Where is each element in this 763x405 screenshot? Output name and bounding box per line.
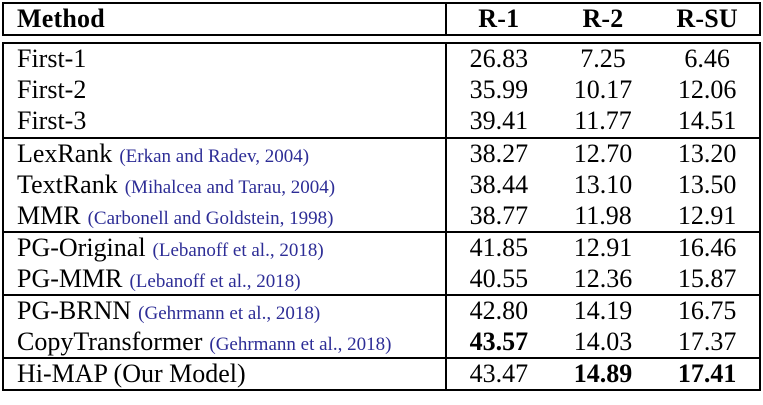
- method-cell: First-2: [3, 74, 447, 106]
- score-cell: 35.99: [469, 75, 529, 105]
- score-cell: 40.55: [469, 263, 529, 293]
- method-cell: CopyTransformer (Gehrmann et al., 2018): [3, 326, 447, 358]
- method-name: PG-Original: [17, 233, 146, 263]
- header-method: Method: [3, 3, 447, 35]
- score-cell: 14.19: [550, 294, 656, 327]
- table-row: LexRank (Erkan and Radev, 2004) 38.27 12.70…: [3, 136, 760, 169]
- citation-link[interactable]: (Mihalcea and Tarau, 2004): [124, 176, 336, 198]
- score-cell: 15.87: [677, 263, 737, 293]
- header-row: Method R-1 R-2 R-SU: [3, 3, 760, 35]
- score-cell: 43.57: [469, 326, 529, 356]
- table-row: First-1 26.83 7.25 6.46: [3, 43, 760, 75]
- results-table-rows: First-1 26.83 7.25 6.46 First-2 35.99 10.17 12.…: [2, 42, 761, 391]
- header-col-r2: R-2: [582, 4, 624, 33]
- table-row: Hi-MAP (Our Model) 43.47 14.89 17.41: [3, 357, 760, 390]
- table-row: PG-MMR (Lebanoff et al., 2018) 40.55 12.36 1…: [3, 263, 760, 295]
- citation-link[interactable]: (Gehrmann et al., 2018): [138, 303, 321, 325]
- score-cell: 38.44: [469, 169, 529, 199]
- score-cell: 39.41: [469, 106, 529, 136]
- table-row: CopyTransformer (Gehrmann et al., 2018) 43…: [3, 326, 760, 358]
- citation-link[interactable]: (Lebanoff et al., 2018): [129, 270, 301, 292]
- table-row: TextRank (Mihalcea and Tarau, 2004) 38.44 1…: [3, 169, 760, 201]
- score-cell: 26.83: [469, 44, 529, 74]
- score-cell: 7.25: [580, 44, 626, 74]
- results-table-header: Method R-1 R-2 R-SU: [2, 2, 761, 36]
- method-cell: First-3: [3, 106, 447, 138]
- score-cell: 14.51: [677, 106, 737, 136]
- score-cell: 17.37: [677, 326, 737, 356]
- score-cell: 13.20: [655, 136, 760, 169]
- method-cell: PG-MMR (Lebanoff et al., 2018): [3, 263, 447, 295]
- score-cell: 14.89: [550, 357, 656, 390]
- score-cell: 12.70: [550, 136, 656, 169]
- method-cell: MMR (Carbonell and Goldstein, 1998): [3, 200, 447, 232]
- method-cell: PG-Original (Lebanoff et al., 2018): [3, 231, 447, 264]
- method-name: PG-BRNN: [17, 296, 132, 326]
- method-name: CopyTransformer: [17, 326, 203, 356]
- citation-link[interactable]: (Carbonell and Goldstein, 1998): [87, 207, 334, 229]
- method-cell: TextRank (Mihalcea and Tarau, 2004): [3, 169, 447, 201]
- score-cell: 38.27: [446, 136, 551, 169]
- method-name: PG-MMR: [17, 263, 123, 293]
- score-cell: 12.36: [573, 263, 633, 293]
- table-body: First-1 26.83 7.25 6.46 First-2 35.99 10.17 12.…: [3, 43, 760, 390]
- score-cell: 6.46: [684, 44, 730, 74]
- score-cell: 11.98: [574, 200, 632, 230]
- table-row: First-2 35.99 10.17 12.06: [3, 74, 760, 106]
- citation-link[interactable]: (Gehrmann et al., 2018): [209, 333, 392, 355]
- table-row: First-3 39.41 11.77 14.51: [3, 106, 760, 138]
- citation-link[interactable]: (Erkan and Radev, 2004): [119, 145, 310, 167]
- score-cell: 11.77: [574, 106, 632, 136]
- score-cell: 16.46: [655, 231, 760, 264]
- results-table: Method R-1 R-2 R-SU First-1 26.83 7.25 6.46…: [2, 2, 761, 391]
- method-name: Hi-MAP (Our Model): [17, 358, 246, 388]
- score-cell: 41.85: [446, 231, 551, 264]
- score-cell: 12.91: [677, 200, 737, 230]
- citation-link[interactable]: (Lebanoff et al., 2018): [152, 240, 324, 262]
- score-cell: 43.47: [446, 357, 551, 390]
- score-cell: 12.91: [550, 231, 656, 264]
- score-cell: 14.03: [573, 326, 633, 356]
- method-name: First-3: [17, 106, 87, 136]
- method-name: MMR: [17, 200, 81, 230]
- table-row: PG-BRNN (Gehrmann et al., 2018) 42.80 14.19…: [3, 294, 760, 327]
- score-cell: 16.75: [655, 294, 760, 327]
- method-cell: First-1: [3, 43, 447, 75]
- method-cell: LexRank (Erkan and Radev, 2004): [3, 136, 447, 169]
- method-name: TextRank: [17, 169, 118, 199]
- score-cell: 42.80: [446, 294, 551, 327]
- method-cell: PG-BRNN (Gehrmann et al., 2018): [3, 294, 447, 327]
- method-cell: Hi-MAP (Our Model): [3, 357, 447, 390]
- score-cell: 10.17: [573, 75, 633, 105]
- method-name: First-1: [17, 44, 87, 74]
- score-cell: 13.50: [677, 169, 737, 199]
- header-col-rsu: R-SU: [676, 4, 738, 33]
- score-cell: 13.10: [573, 169, 633, 199]
- table-row: MMR (Carbonell and Goldstein, 1998) 38.77 1…: [3, 200, 760, 232]
- method-name: First-2: [17, 75, 87, 105]
- score-cell: 17.41: [655, 357, 760, 390]
- method-name: LexRank: [17, 138, 113, 168]
- score-cell: 12.06: [677, 75, 737, 105]
- table-row: PG-Original (Lebanoff et al., 2018) 41.85 1…: [3, 231, 760, 264]
- score-cell: 38.77: [469, 200, 529, 230]
- header-col-r1: R-1: [478, 4, 520, 33]
